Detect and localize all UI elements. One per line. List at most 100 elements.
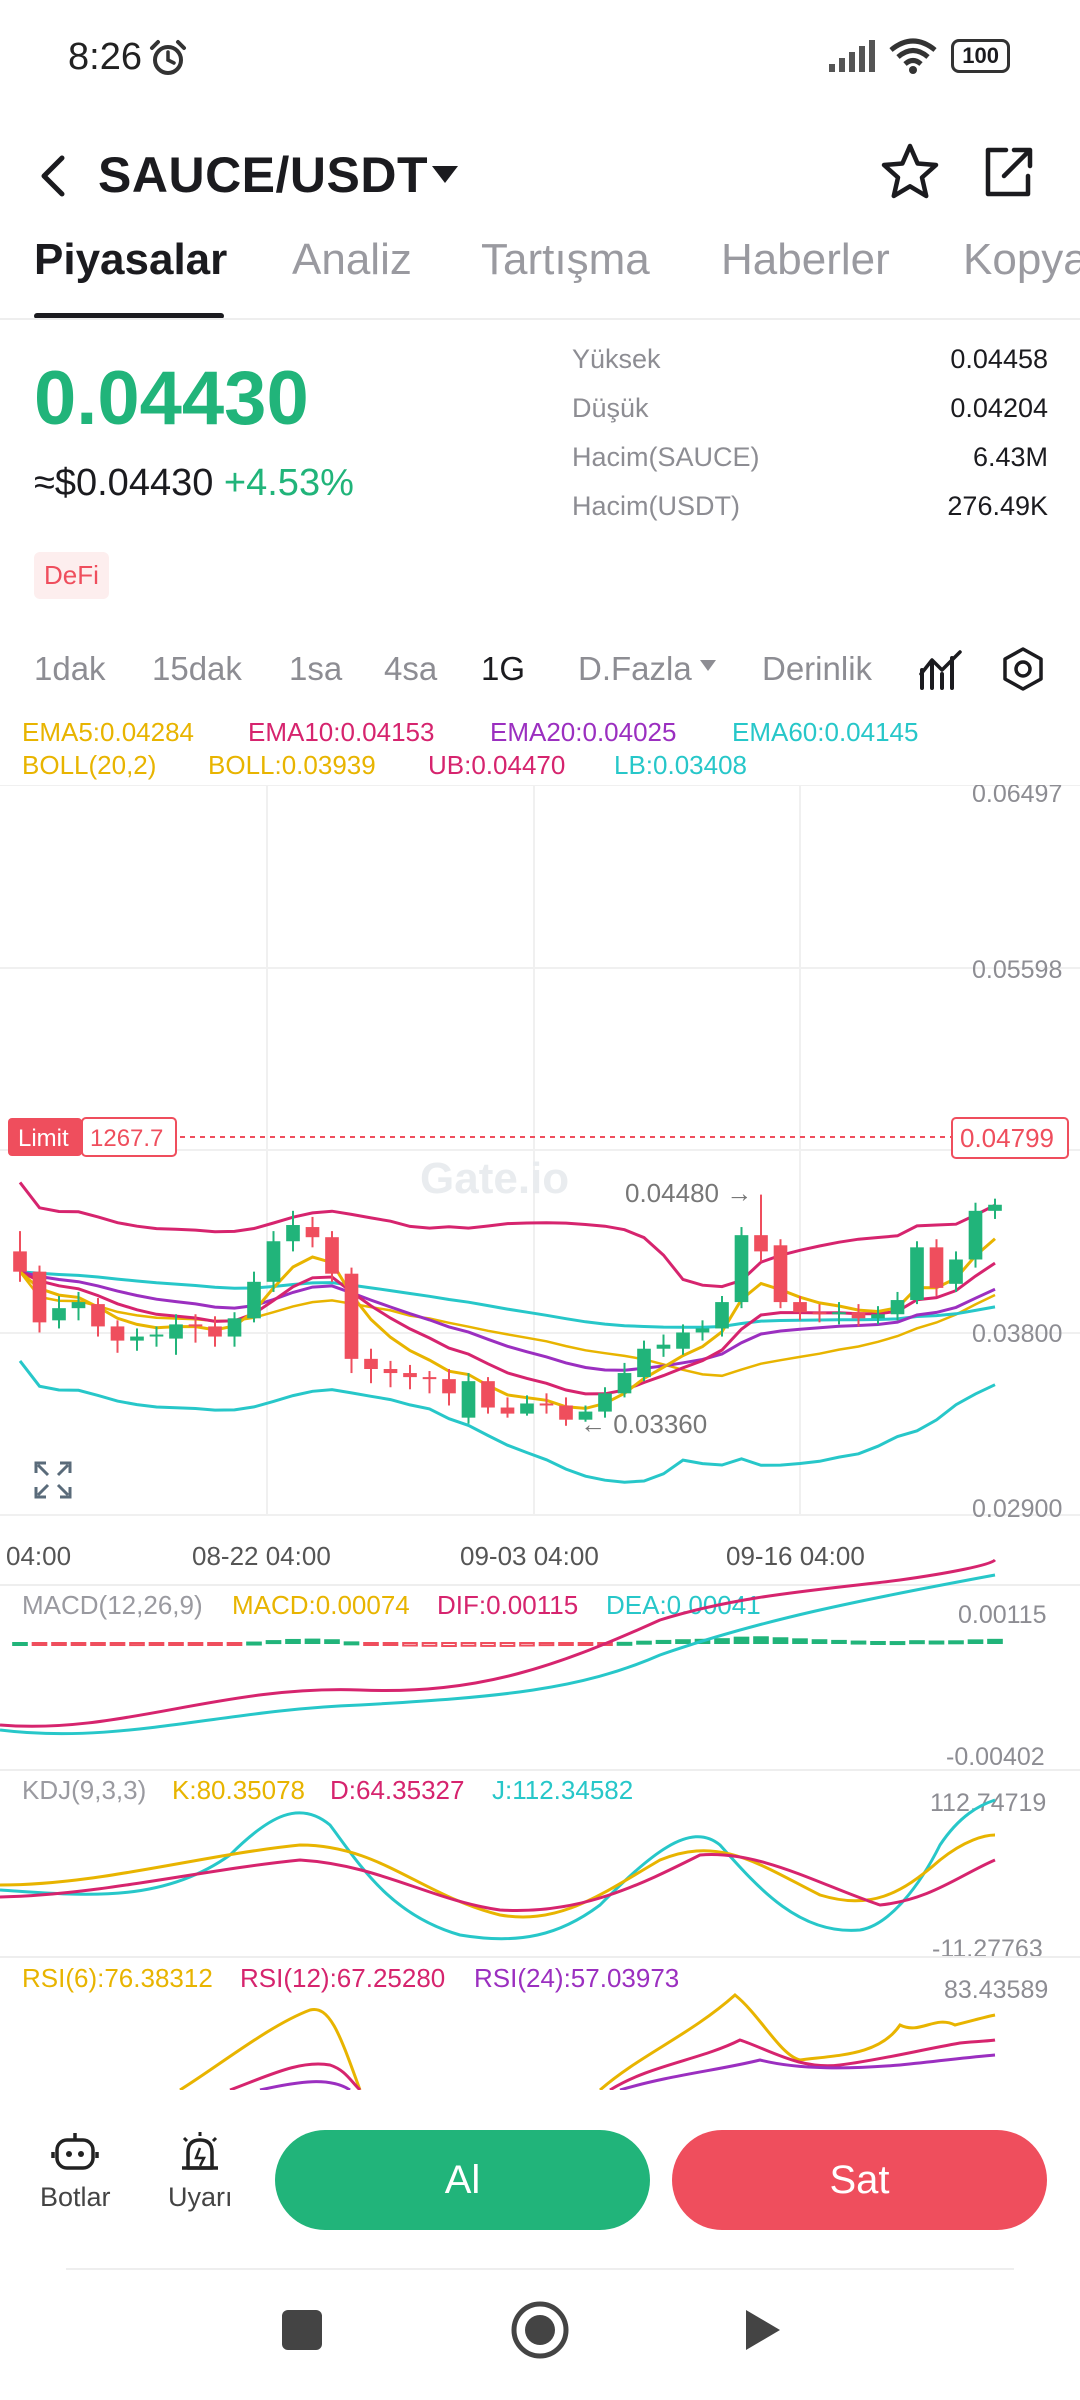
rsi6-value: RSI(6):76.38312 [22,1963,213,1993]
chart-settings-icon[interactable] [1000,646,1046,692]
back-nav-icon[interactable] [746,2310,780,2350]
macd-bar [538,1642,555,1647]
macd-bar [90,1642,106,1646]
stat-row: Düşük 0.04204 [572,393,1048,442]
bollinger-bands [18,1181,996,1484]
macd-bar [129,1642,145,1647]
stat-value: 276.49K [947,491,1048,521]
active-tab-indicator [34,313,224,318]
timeframe-4sa[interactable]: 4sa [384,650,438,687]
candle-body [208,1326,222,1337]
recent-apps-icon[interactable] [282,2310,322,2350]
macd-bar [792,1638,808,1644]
kdj-legend: KDJ(9,3,3) K:80.35078 D:64.35327 J:112.3… [22,1775,633,1805]
home-icon[interactable] [511,2301,569,2359]
candle-body [266,1241,281,1282]
timeframe-1g[interactable]: 1G [481,650,526,687]
timeframe-more[interactable]: D.Fazla [578,650,716,688]
macd-bar [948,1640,964,1645]
candle-body [929,1247,944,1288]
macd-value: MACD:0.00074 [232,1590,410,1620]
macd-bar [285,1638,301,1644]
alerts-button[interactable]: Uyarı [168,2130,233,2213]
indicator-chart-icon[interactable] [918,648,964,692]
favorite-star-icon[interactable] [878,140,942,204]
rsi24-line [259,2053,996,2090]
macd-bar [382,1642,399,1646]
candle-body [890,1300,905,1315]
macd-bar [928,1640,945,1645]
pair-dropdown-icon[interactable] [432,166,458,183]
candle-body [91,1304,105,1327]
usd-price-line: ≈$0.04430 +4.53% [34,462,354,505]
category-tag[interactable]: DeFi [34,552,109,599]
stat-label: Yüksek [572,344,661,374]
timeframe-1sa[interactable]: 1sa [289,650,343,687]
stat-label: Hacim(SAUCE) [572,442,760,472]
candle-body [656,1344,671,1349]
buy-label: Al [444,2157,481,2202]
price-tick: 0.05598 [972,956,1062,984]
macd-bar [675,1639,691,1645]
macd-bar [265,1640,282,1645]
candle-body [617,1373,632,1394]
macd-bar [967,1639,984,1644]
kdj-j-value: J:112.34582 [492,1775,633,1805]
macd-bar [51,1642,67,1646]
macd-bar [207,1642,223,1646]
macd-bar [324,1639,340,1644]
candle-body [988,1204,1002,1211]
status-bar: 8:26 100 [0,0,1080,118]
macd-bar [31,1642,48,1646]
candle-body [500,1407,515,1414]
stat-row: Hacim(SAUCE) 6.43M [572,442,1048,491]
time-tick: 04:00 [6,1541,71,1571]
ema5-line [19,1237,996,1410]
last-price: 0.04430 [34,356,309,441]
sell-label: Sat [829,2157,890,2202]
macd-bar [519,1642,535,1647]
ub-value: UB:0.04470 [428,750,566,780]
alarm-bell-icon [182,2132,219,2170]
boll-mid-line [19,1270,996,1378]
rsi6-line [179,1993,996,2090]
macd-dif-line [0,1558,997,1728]
candle-body [169,1324,183,1339]
candlestick-chart[interactable]: Gate.io 0.06497 0.05598 0.03800 0.02900 … [0,785,1080,2090]
candle-body [13,1251,27,1272]
depth-tab[interactable]: Derinlik [762,650,873,687]
macd-bar [753,1636,769,1645]
kdj-bottom-tick: -11.27763 [932,1935,1043,1963]
back-arrow-icon[interactable] [30,146,80,206]
trading-pair-title[interactable]: SAUCE/USDT [98,147,429,203]
candle-body [247,1281,261,1319]
tab-analiz[interactable]: Analiz [292,235,412,284]
macd-histogram [12,1636,1003,1648]
tab-haberler[interactable]: Haberler [721,235,890,284]
candle-body [851,1312,866,1319]
macd-bar [772,1637,789,1644]
tab-kopya[interactable]: Kopya [963,235,1080,284]
ema60-line [19,1270,996,1329]
stat-value: 0.04204 [950,393,1048,423]
timeframe-1dak[interactable]: 1dak [34,650,106,687]
sell-button[interactable]: Sat [672,2130,1047,2230]
boll-upper-line [18,1181,996,1289]
tab-tartisma[interactable]: Tartışma [481,235,650,284]
timeframe-15dak[interactable]: 15dak [152,650,242,687]
candle-body [71,1302,86,1309]
status-icons: 100 [827,38,1010,74]
macd-bar [226,1642,243,1646]
fullscreen-icon[interactable] [34,1461,72,1499]
share-icon[interactable] [976,140,1040,204]
bots-button[interactable]: Botlar [40,2130,111,2213]
tab-piyasalar[interactable]: Piyasalar [34,235,228,284]
rsi12-value: RSI(12):67.25280 [240,1963,445,1993]
buy-button[interactable]: Al [275,2130,650,2230]
macd-bar [168,1642,184,1646]
candle-body [442,1379,456,1394]
ema-lines [19,1237,996,1410]
macd-bar [12,1642,28,1646]
limit-order-badge[interactable]: Limit 1267.7 [8,1117,177,1157]
macd-bar [850,1640,867,1645]
